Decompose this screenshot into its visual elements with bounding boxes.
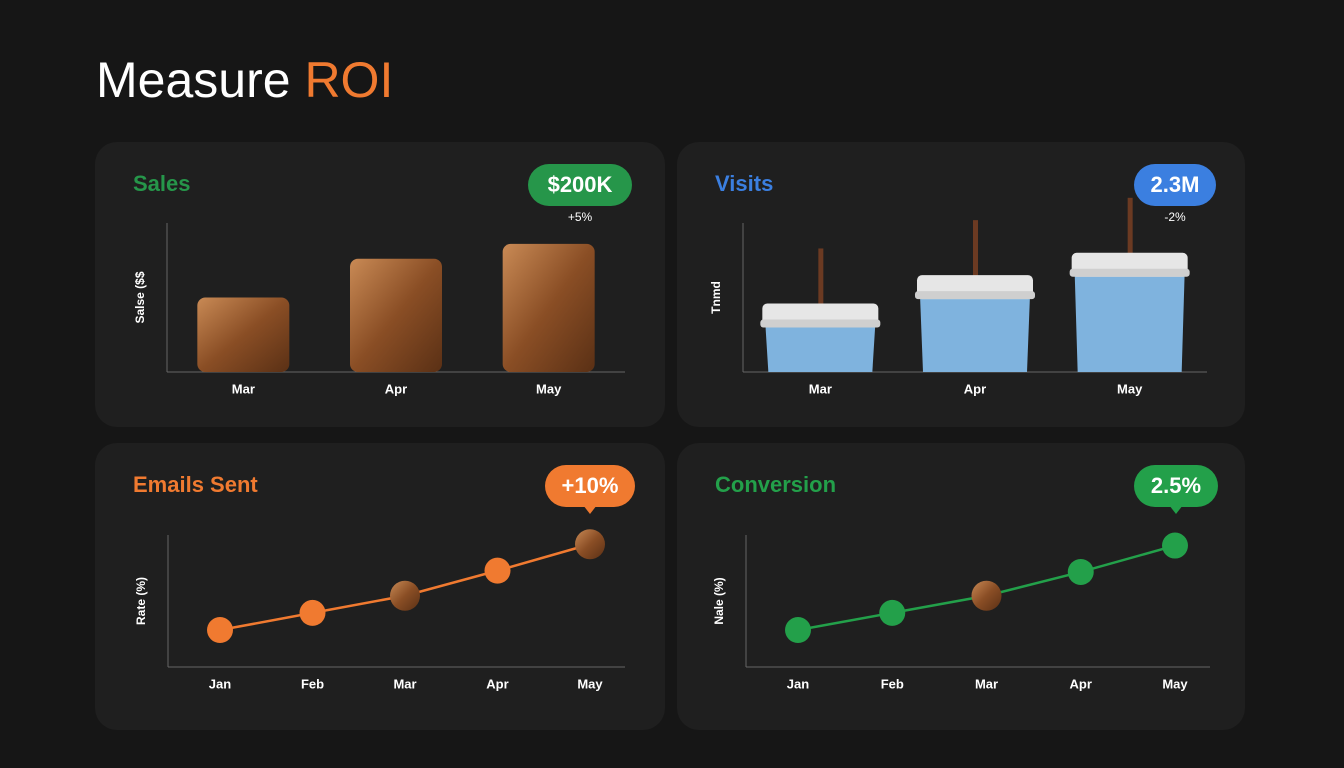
badge (545, 465, 635, 507)
title-main: Measure (96, 52, 291, 108)
chart-title: Emails Sent (133, 472, 258, 497)
x-tick-label: Mar (232, 381, 255, 396)
badge (528, 164, 632, 206)
x-tick-label: May (1117, 381, 1143, 396)
cup-straw (973, 220, 978, 281)
x-tick-label: May (536, 381, 562, 396)
cup-straw (818, 248, 824, 309)
chart-title: Visits (715, 171, 773, 196)
x-tick-label: Feb (881, 676, 904, 691)
point (390, 580, 420, 611)
badge-value: +10% (562, 473, 619, 498)
y-axis-label: Nale (%) (712, 577, 726, 624)
cup-straw (1127, 197, 1133, 258)
y-axis-label: Salse ($$ (133, 271, 147, 323)
change-label: +5% (568, 210, 593, 224)
x-tick-label: May (1162, 676, 1188, 691)
cup (1069, 197, 1190, 372)
badge (1134, 465, 1218, 507)
change-label: -2% (1164, 210, 1186, 224)
point (575, 529, 605, 560)
cup-body (920, 295, 1030, 372)
x-tick-label: Mar (393, 676, 416, 691)
x-tick-label: Apr (486, 676, 508, 691)
cup-rim (1069, 268, 1190, 277)
x-tick-label: Apr (1070, 676, 1092, 691)
badge-pointer (583, 505, 597, 514)
x-tick-label: Apr (964, 381, 986, 396)
point (879, 599, 906, 626)
panel (677, 443, 1245, 730)
badge (1134, 164, 1216, 206)
cup-rim (915, 291, 1035, 300)
cup-body (765, 323, 876, 372)
point (299, 599, 326, 626)
badge-value: 2.5% (1151, 473, 1201, 498)
point (971, 580, 1002, 611)
badge-pointer (1169, 505, 1183, 514)
bar (197, 297, 290, 372)
chart-title: Conversion (715, 472, 836, 497)
chart-title: Sales (133, 171, 191, 196)
x-tick-label: Jan (209, 676, 231, 691)
cup-body (1074, 272, 1185, 372)
badge-value: $200K (548, 172, 613, 197)
y-axis-label: Rate (%) (134, 577, 148, 625)
title-accent: ROI (304, 52, 393, 108)
x-tick-label: Feb (301, 676, 324, 691)
point (207, 617, 233, 644)
page-title: Measure ROI (96, 52, 393, 108)
x-tick-label: Mar (809, 381, 832, 396)
panel (95, 443, 665, 730)
point (1067, 558, 1094, 585)
point (1162, 532, 1188, 559)
x-tick-label: May (577, 676, 603, 691)
cup (760, 248, 881, 372)
x-tick-label: Mar (975, 676, 998, 691)
cup (915, 220, 1035, 372)
badge-value: 2.3M (1151, 172, 1200, 197)
point (785, 617, 811, 644)
bar (350, 258, 442, 372)
x-tick-label: Jan (787, 676, 809, 691)
bar (502, 243, 595, 372)
y-axis-label: Tnmd (709, 281, 723, 314)
x-tick-label: Apr (385, 381, 407, 396)
cup-rim (760, 319, 881, 328)
point (484, 557, 511, 584)
